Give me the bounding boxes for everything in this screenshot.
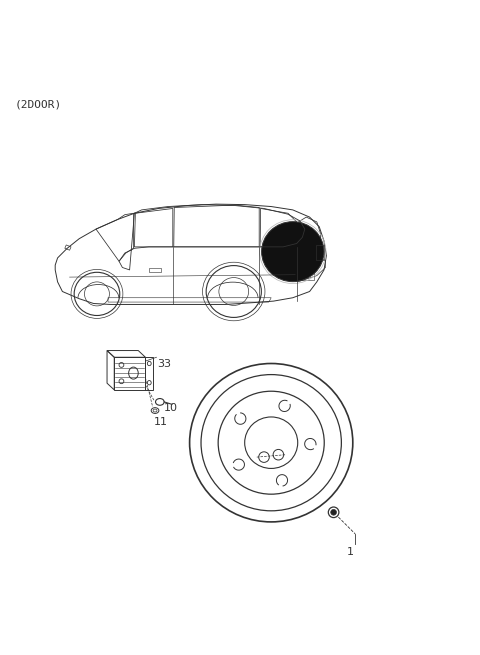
Ellipse shape: [262, 221, 324, 282]
Text: 11: 11: [154, 417, 168, 427]
Text: 33: 33: [157, 359, 171, 369]
Text: (2DOOR): (2DOOR): [14, 100, 61, 109]
Bar: [316, 245, 324, 260]
Ellipse shape: [331, 510, 336, 515]
Bar: [149, 269, 161, 272]
Text: 10: 10: [164, 403, 178, 413]
Bar: [300, 271, 314, 280]
Text: 1: 1: [347, 547, 354, 557]
